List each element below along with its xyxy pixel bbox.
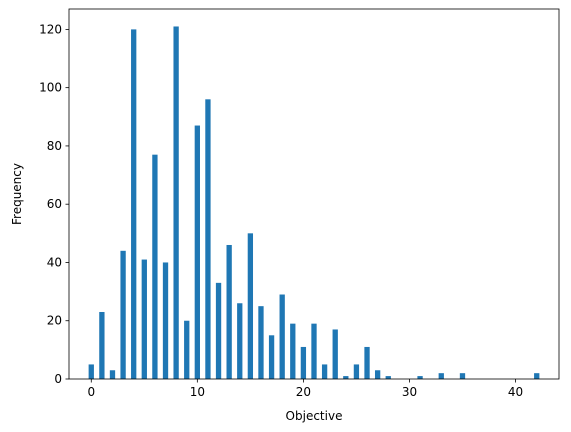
y-tick-label: 60 [47,197,62,211]
bar-2 [109,370,116,379]
bar-11 [205,99,211,379]
bar-19 [290,323,296,379]
bar-18 [279,294,285,379]
bar-28 [385,376,391,379]
bar-23 [332,329,338,379]
bar-15 [247,233,254,379]
bar-31 [417,376,423,379]
x-tick-label: 10 [190,385,205,399]
x-tick-label: 20 [296,385,311,399]
x-axis-label: Objective [286,409,343,423]
y-tick-label: 80 [47,139,62,153]
y-axis-ticks: 0 20 40 60 80 100 120 [39,22,69,386]
bar-20 [300,346,307,379]
bar-25 [353,364,360,379]
y-axis-label: Frequency [10,163,24,225]
bars-group [88,26,540,379]
bar-42 [534,373,540,379]
x-tick-label: 30 [402,385,417,399]
bar-3 [120,250,126,379]
x-axis-ticks: 0 10 20 30 40 [87,379,523,399]
bar-27 [374,370,381,379]
bar-8 [173,26,179,379]
y-tick-label: 20 [47,314,62,328]
y-tick-label: 0 [54,372,62,386]
bar-1 [99,311,105,379]
bar-0 [88,364,94,379]
bar-33 [438,373,444,379]
bar-4 [131,29,137,379]
bar-16 [258,306,264,379]
bar-24 [343,376,349,379]
x-tick-label: 0 [87,385,95,399]
y-tick-label: 100 [39,81,62,95]
x-tick-label: 40 [508,385,523,399]
bar-9 [184,320,190,379]
bar-22 [321,364,328,379]
bar-26 [364,346,370,379]
bar-10 [194,125,200,379]
y-tick-label: 40 [47,255,62,269]
y-tick-label: 120 [39,22,62,36]
bar-6 [152,154,158,379]
bar-17 [268,335,275,379]
bar-7 [162,262,169,379]
bar-5 [141,259,147,379]
bar-35 [459,373,466,379]
bar-12 [215,282,222,379]
bar-21 [311,323,317,379]
bar-14 [237,303,243,379]
plot-frame [68,8,560,380]
bar-13 [226,244,232,379]
